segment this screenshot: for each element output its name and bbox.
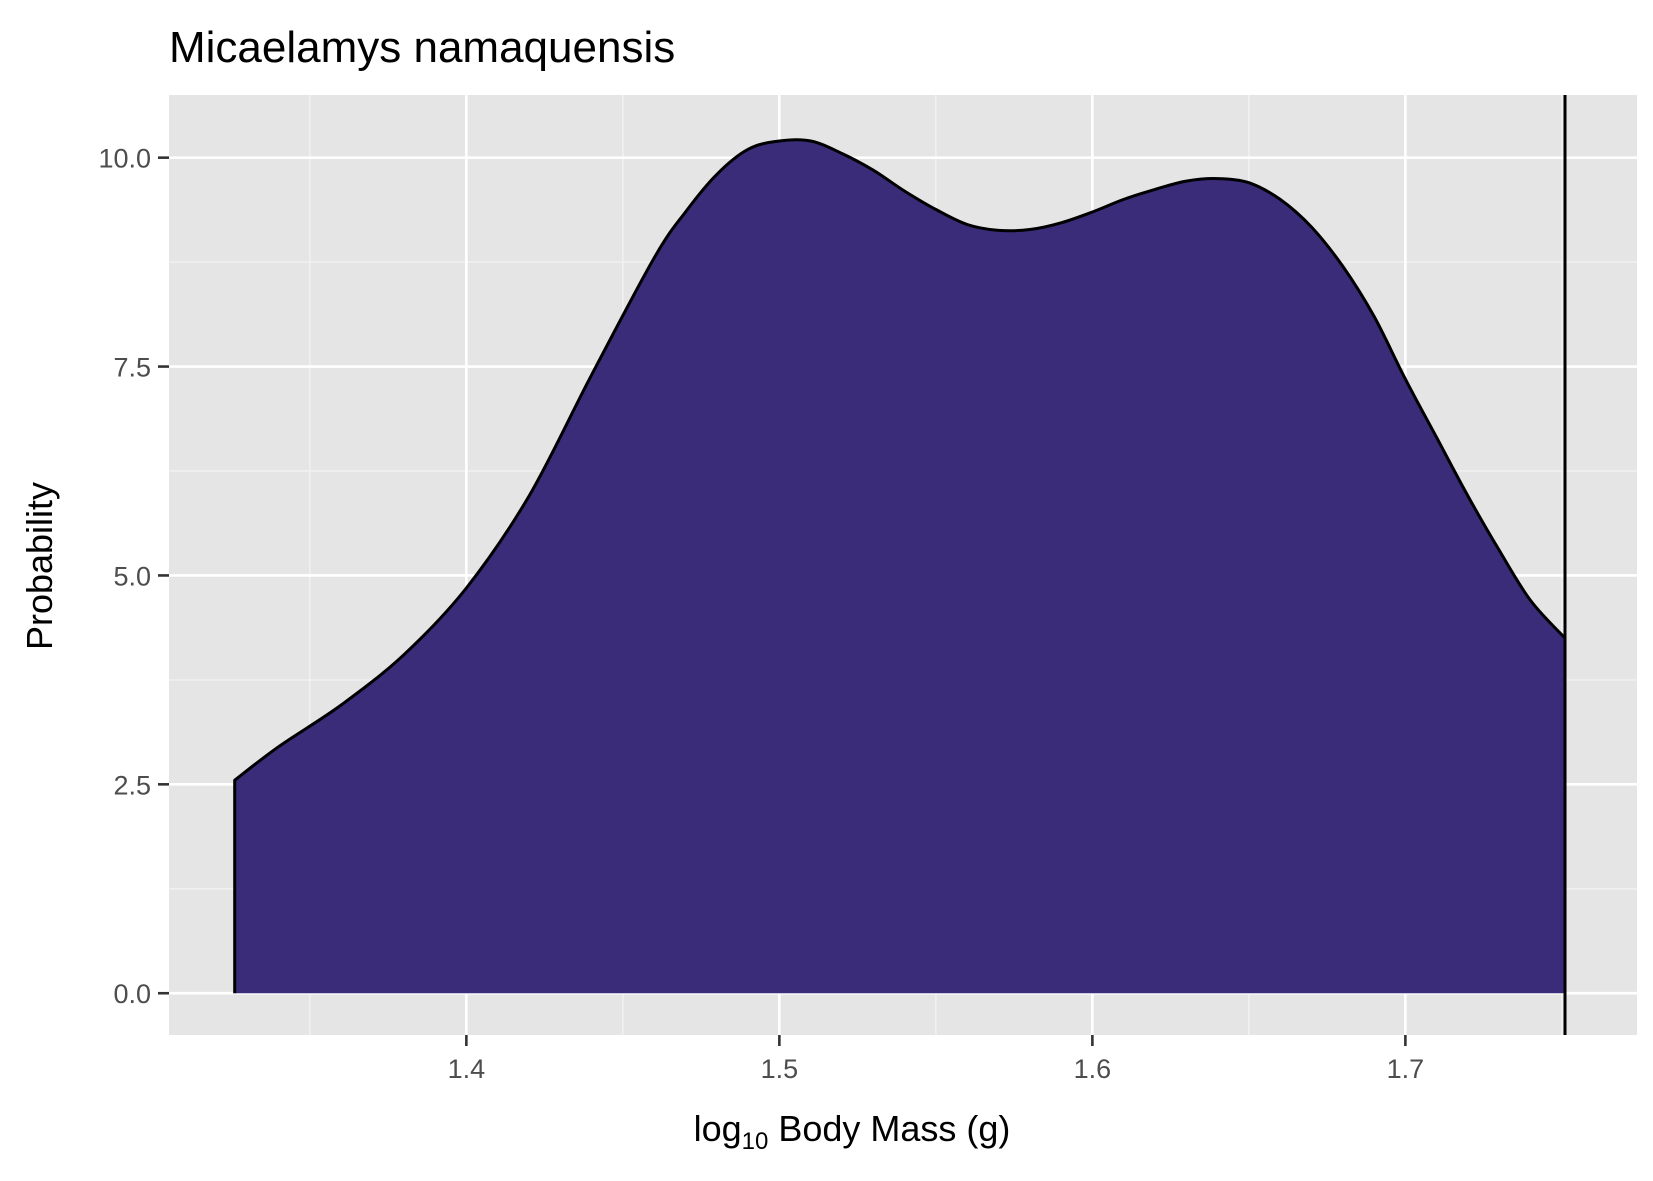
x-axis-title-suffix: Body Mass (g) (768, 1108, 1010, 1149)
y-tick-label: 2.5 (113, 770, 151, 800)
x-axis-title-prefix: log (694, 1108, 742, 1149)
x-axis-title: log10 Body Mass (g) (694, 1108, 1011, 1155)
y-tick-label: 5.0 (113, 561, 151, 591)
x-tick-label: 1.4 (448, 1054, 486, 1084)
y-tick-label: 7.5 (113, 353, 151, 383)
y-axis: 0.0 2.5 5.0 7.5 10.0 (98, 144, 169, 1009)
y-tick-label: 0.0 (113, 979, 151, 1009)
y-axis-title: Probability (19, 482, 60, 650)
density-area (234, 139, 1566, 994)
x-axis: 1.4 1.5 1.6 1.7 (448, 1035, 1425, 1084)
y-tick-label: 10.0 (98, 144, 151, 174)
x-tick-label: 1.6 (1074, 1054, 1112, 1084)
chart-title: Micaelamys namaquensis (169, 23, 675, 72)
density-line (233, 138, 1567, 994)
x-tick-label: 1.7 (1387, 1054, 1425, 1084)
x-tick-label: 1.5 (761, 1054, 799, 1084)
x-axis-title-subscript: 10 (742, 1128, 769, 1155)
